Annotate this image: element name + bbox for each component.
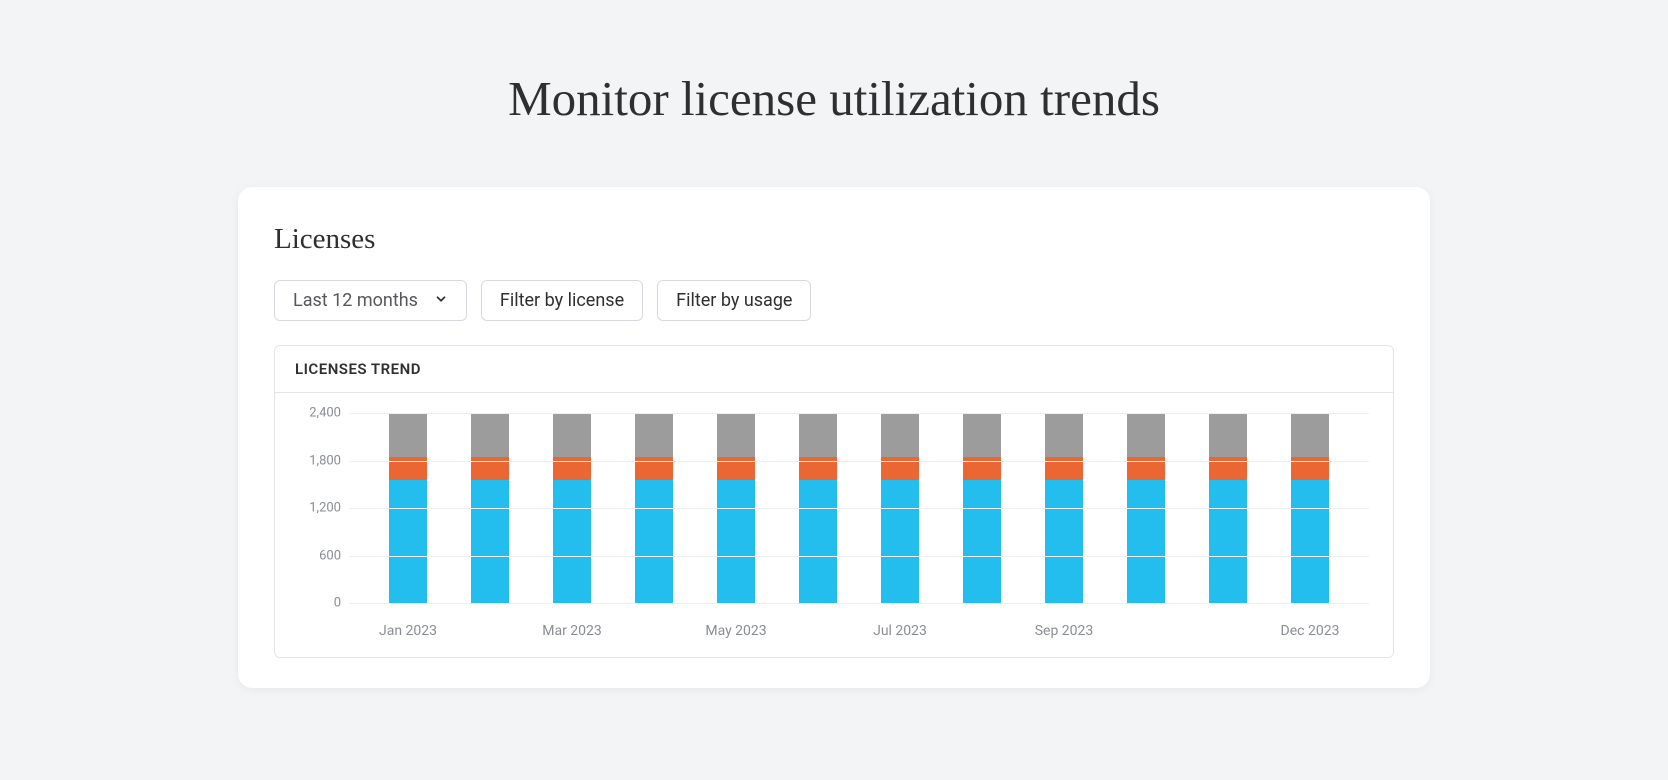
gridline [349,413,1369,414]
x-tick-label [1187,623,1269,639]
x-tick-label [777,623,859,639]
bar-segment [717,480,755,604]
bar-segment [553,480,591,604]
bar-segment [1209,413,1247,457]
x-tick-label [941,623,1023,639]
y-tick-label: 600 [319,548,341,563]
chevron-down-icon [434,290,448,311]
bar-segment [1045,480,1083,604]
y-tick-label: 1,800 [309,453,341,468]
licenses-card: Licenses Last 12 months Filter by licens… [238,187,1430,688]
bar-segment [389,413,427,457]
gridline [349,603,1369,604]
bar-segment [1209,480,1247,604]
filter-row: Last 12 months Filter by license Filter … [274,280,1394,321]
x-tick-label: Jul 2023 [859,623,941,639]
plot-row: 2,4001,8001,2006000 [289,413,1369,603]
bar-segment [389,480,427,604]
filter-by-license-button[interactable]: Filter by license [481,280,643,321]
bar-segment [471,480,509,604]
chart-body: 2,400 1,800 1,200 600 0 Jan 2023 Mar 2023 May … [275,393,1393,657]
y-tick-label: 0 [334,596,341,611]
bar-segment [963,413,1001,457]
x-tick-label: Sep 2023 [1023,623,1105,639]
filter-license-label: Filter by license [500,290,624,311]
bar-segment [799,480,837,604]
x-tick-label: Dec 2023 [1269,623,1351,639]
gridline [349,461,1369,462]
chart-title: LICENSES TREND [275,346,1393,393]
bar-segment [881,480,919,604]
x-tick-label [613,623,695,639]
x-tick-label: May 2023 [695,623,777,639]
x-tick-label: Mar 2023 [531,623,613,639]
bar-segment [1291,413,1329,457]
bar-segment [881,413,919,457]
x-axis: Jan 2023 Mar 2023 May 2023 Jul 2023 Sep 2023… [349,623,1369,639]
bar-segment [635,480,673,604]
gridline [349,508,1369,509]
x-tick-label [1105,623,1187,639]
bar-segment [1127,413,1165,457]
chart-panel: LICENSES TREND 2,400 1,800 1,200 600 0 Jan 2… [274,345,1394,658]
time-range-label: Last 12 months [293,290,418,311]
bar-segment [635,413,673,457]
filter-usage-label: Filter by usage [676,290,792,311]
page-container: Monitor license utilization trends Licen… [0,0,1668,780]
card-title: Licenses [274,223,1394,256]
time-range-dropdown[interactable]: Last 12 months [274,280,467,321]
bar-segment [1291,480,1329,604]
bar-segment [1045,413,1083,457]
bar-segment [799,413,837,457]
bar-segment [717,413,755,457]
bar-segment [471,413,509,457]
filter-by-usage-button[interactable]: Filter by usage [657,280,811,321]
bar-segment [963,480,1001,604]
x-tick-label [449,623,531,639]
page-title: Monitor license utilization trends [0,70,1668,127]
y-tick-label: 1,200 [309,501,341,516]
gridline [349,556,1369,557]
x-tick-label: Jan 2023 [367,623,449,639]
y-axis: 2,4001,8001,2006000 [289,413,349,603]
plot-area [349,413,1369,603]
bar-segment [1127,480,1165,604]
y-tick-label: 2,400 [309,406,341,421]
bar-segment [553,413,591,457]
